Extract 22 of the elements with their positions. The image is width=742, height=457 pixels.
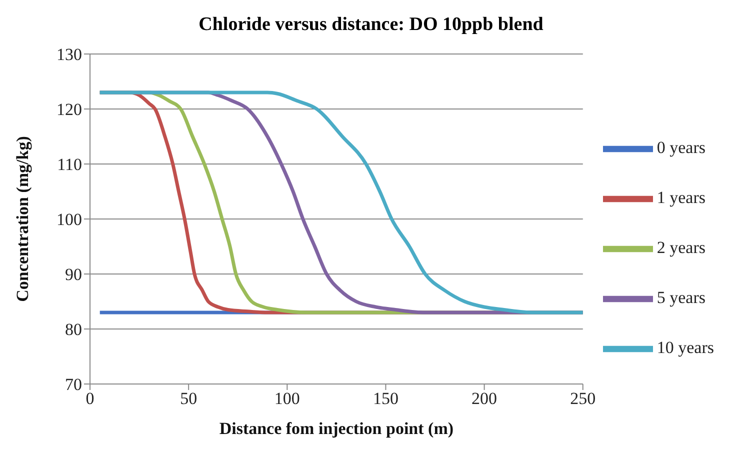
line-series (98, 90, 583, 314)
y-tick-label: 100 (56, 210, 82, 230)
x-tick-label: 250 (570, 389, 596, 408)
y-tick-label: 70 (65, 375, 82, 394)
y-tick-label: 90 (65, 265, 82, 284)
x-axis-title: Distance fom injection point (m) (219, 419, 454, 438)
y-tick-label: 110 (57, 155, 82, 174)
y-tick-label: 130 (56, 45, 82, 64)
x-tick-label: 0 (86, 389, 94, 408)
x-tick-label: 100 (274, 389, 300, 408)
y-tick-label: 80 (65, 320, 82, 340)
x-tick-label: 200 (472, 389, 498, 408)
chart-title: Chloride versus distance: DO 10ppb blend (198, 13, 544, 37)
legend-label: 10 years (656, 338, 714, 357)
legend-label: 2 years (656, 238, 706, 257)
x-tick-label: 50 (180, 389, 198, 408)
y-axis-title: Concentration (mg/kg) (13, 136, 32, 302)
y-tick-label: 120 (56, 100, 82, 120)
x-tick-label: 150 (372, 389, 398, 408)
legend-label: 0 years (656, 138, 706, 157)
legend-label: 5 years (656, 288, 706, 307)
legend-label: 1 years (656, 188, 706, 207)
